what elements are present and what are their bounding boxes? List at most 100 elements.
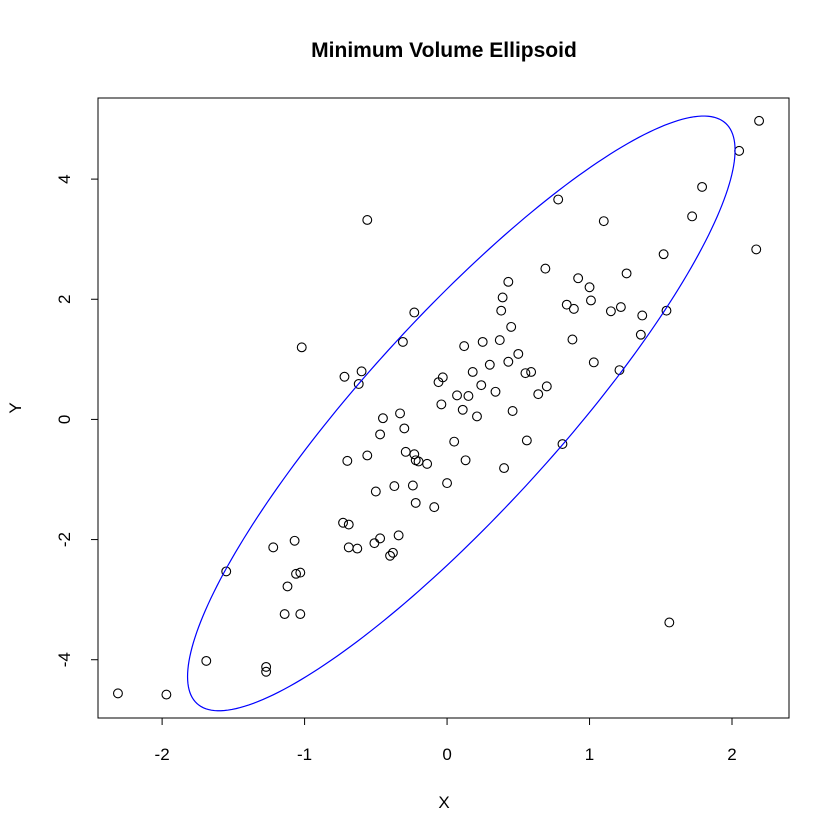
data-point [436, 399, 447, 410]
data-point [503, 276, 514, 287]
data-point [476, 380, 487, 391]
data-point [201, 655, 212, 666]
data-point [282, 581, 293, 592]
data-point [389, 481, 400, 492]
data-point [586, 295, 596, 306]
data-point [460, 455, 471, 466]
data-point [615, 302, 626, 313]
data-point [343, 519, 354, 530]
y-axis: -4 -2 0 2 4 [55, 174, 99, 667]
y-tick-label: -2 [55, 532, 74, 547]
x-tick-label: 0 [442, 745, 451, 764]
data-point [112, 688, 123, 699]
y-tick-label: 2 [55, 295, 74, 304]
data-point [557, 439, 568, 449]
data-point [477, 336, 488, 347]
data-point [295, 609, 306, 620]
data-point [407, 480, 418, 491]
data-point [553, 194, 564, 205]
data-point [521, 435, 532, 446]
data-point [413, 456, 424, 467]
data-point [584, 282, 595, 293]
data-point [387, 547, 398, 558]
data-point [342, 455, 353, 466]
data-point [588, 357, 599, 368]
data-point [422, 458, 433, 469]
data-point [533, 389, 544, 400]
data-point [621, 268, 632, 279]
x-tick-label: 2 [727, 745, 736, 764]
data-point [442, 478, 453, 489]
data-point [526, 367, 537, 377]
data-point [409, 449, 420, 460]
data-point [635, 329, 646, 340]
data-point [494, 335, 505, 346]
data-points [112, 115, 765, 700]
y-tick-label: 4 [55, 174, 74, 183]
data-point [397, 336, 408, 347]
data-point [463, 391, 474, 401]
mve-ellipse [186, 115, 736, 712]
data-point [161, 689, 172, 700]
data-point [520, 368, 531, 379]
x-axis-label: X [438, 793, 449, 812]
data-point [598, 216, 609, 227]
data-point [291, 568, 301, 579]
data-point [353, 379, 364, 389]
data-point [356, 366, 367, 377]
data-point [573, 273, 584, 284]
data-point [352, 543, 363, 554]
data-point [375, 429, 386, 440]
data-point [658, 249, 669, 260]
data-point [697, 181, 708, 192]
data-point [459, 341, 470, 352]
data-point [496, 305, 507, 316]
data-point [261, 666, 272, 677]
data-point [295, 567, 306, 578]
data-point [362, 215, 373, 225]
data-point [410, 497, 421, 508]
data-point [375, 533, 386, 544]
data-point [433, 377, 444, 388]
x-tick-label: 1 [585, 745, 594, 764]
data-point [268, 542, 279, 553]
y-axis-label: Y [6, 402, 25, 413]
data-point [296, 342, 307, 353]
data-point [561, 299, 572, 310]
data-point [568, 303, 579, 314]
data-point [289, 535, 300, 546]
data-point [513, 348, 524, 359]
x-axis: -2 -1 0 1 2 [155, 717, 737, 764]
data-point [261, 661, 272, 672]
data-point [449, 436, 460, 447]
data-point [221, 566, 232, 577]
data-point [467, 367, 478, 377]
data-point [370, 486, 381, 497]
data-point [429, 502, 440, 513]
data-point [605, 306, 616, 317]
data-point [497, 292, 508, 303]
data-point [369, 538, 380, 549]
data-point [279, 609, 290, 620]
data-point [637, 310, 648, 321]
data-point [393, 530, 404, 541]
y-tick-label: -4 [55, 652, 74, 667]
data-point [661, 305, 672, 316]
y-tick-label: 0 [55, 415, 74, 424]
data-point [751, 244, 762, 255]
data-point [734, 145, 745, 156]
data-point [472, 411, 482, 422]
data-point [664, 617, 675, 628]
data-point [377, 413, 388, 424]
data-point [506, 321, 517, 332]
data-point [503, 356, 514, 367]
data-point [343, 542, 354, 553]
data-point [409, 307, 420, 318]
data-point [540, 263, 551, 274]
data-point [490, 386, 501, 397]
data-point [339, 371, 350, 382]
data-point [399, 423, 410, 434]
data-point [754, 115, 765, 126]
data-point [400, 446, 411, 457]
